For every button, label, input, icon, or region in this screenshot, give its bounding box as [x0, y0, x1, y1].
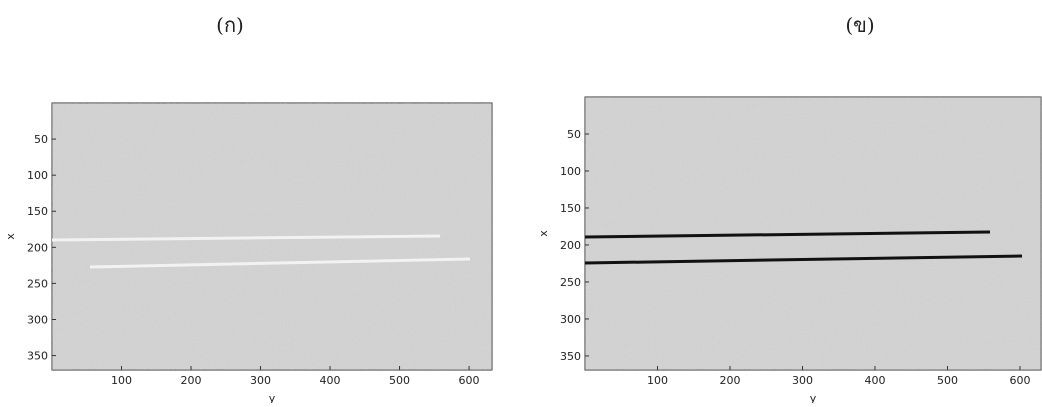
y-axis-label: x — [4, 233, 17, 240]
x-tick-label: 300 — [250, 374, 271, 387]
y-tick-label: 350 — [560, 350, 581, 363]
y-tick-label: 50 — [567, 128, 581, 141]
y-tick-label: 300 — [27, 313, 48, 326]
y-tick-label: 50 — [34, 133, 48, 146]
y-tick-label: 300 — [560, 313, 581, 326]
x-axis-label: y — [810, 392, 817, 403]
x-tick-label: 400 — [864, 374, 885, 387]
x-tick-label: 200 — [719, 374, 740, 387]
x-tick-label: 500 — [389, 374, 410, 387]
y-tick-label: 150 — [560, 202, 581, 215]
x-tick-label: 100 — [647, 374, 668, 387]
y-tick-label: 100 — [560, 165, 581, 178]
y-axis-label: x — [537, 230, 550, 237]
y-tick-label: 250 — [27, 277, 48, 290]
y-tick-label: 250 — [560, 276, 581, 289]
panel-b-image — [584, 96, 1042, 371]
x-tick-label: 400 — [320, 374, 341, 387]
x-tick-label: 500 — [937, 374, 958, 387]
x-tick-label: 600 — [1009, 374, 1030, 387]
x-tick-label: 100 — [111, 374, 132, 387]
panel-a-image — [51, 102, 493, 371]
x-tick-label: 600 — [459, 374, 480, 387]
x-tick-label: 200 — [181, 374, 202, 387]
x-axis-label: y — [269, 392, 276, 403]
y-tick-label: 150 — [27, 205, 48, 218]
y-tick-label: 200 — [560, 239, 581, 252]
panel-label: (ข) — [845, 13, 874, 37]
x-tick-label: 300 — [792, 374, 813, 387]
panel-label: (ก) — [216, 13, 244, 37]
y-tick-label: 200 — [27, 241, 48, 254]
y-tick-label: 350 — [27, 350, 48, 363]
y-tick-label: 100 — [27, 169, 48, 182]
